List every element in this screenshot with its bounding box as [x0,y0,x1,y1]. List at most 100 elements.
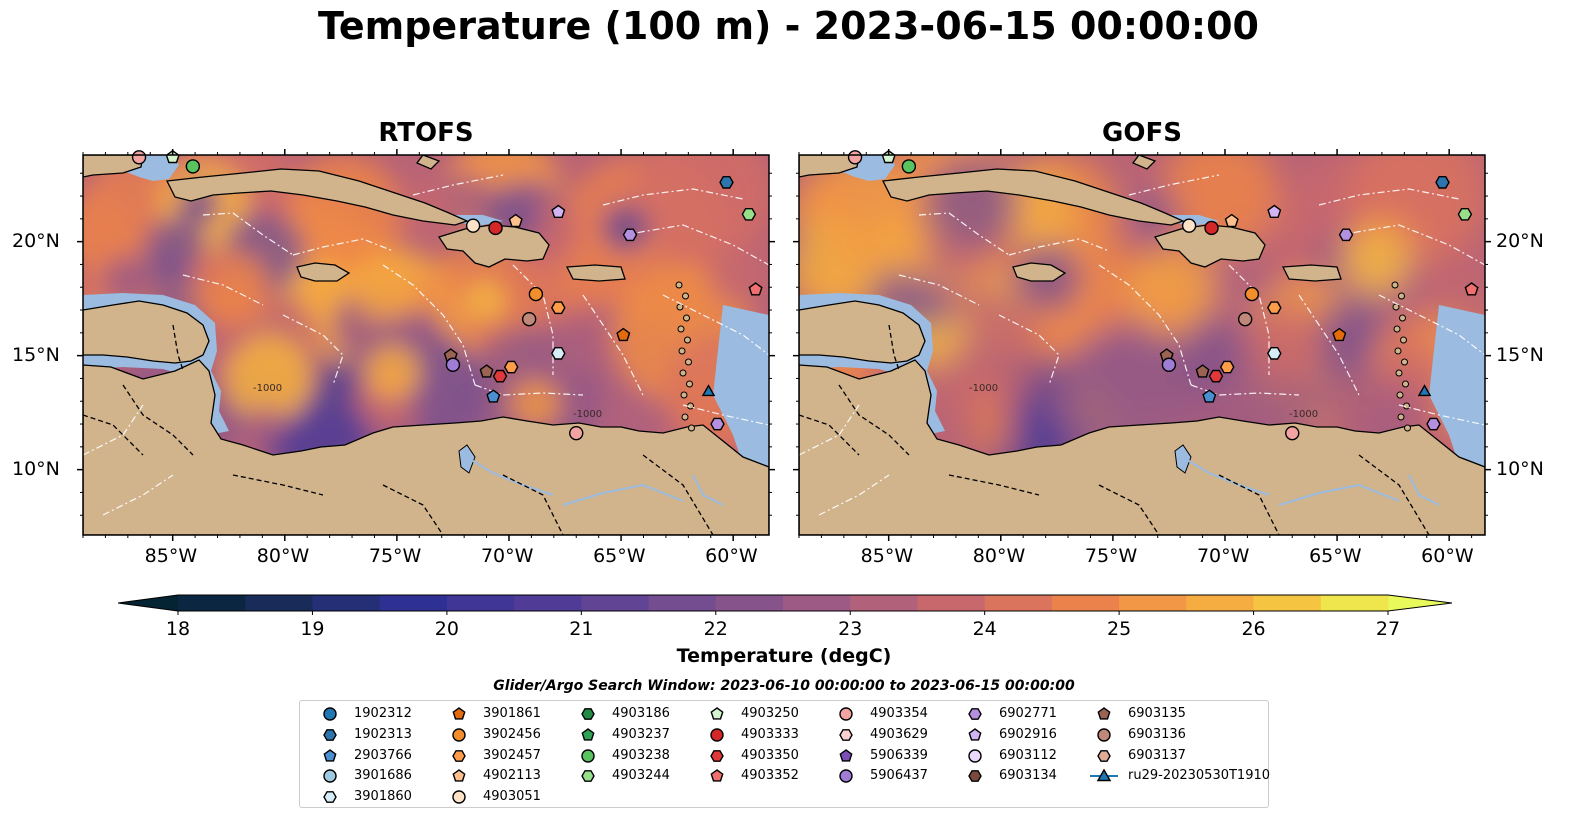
country-border [1098,484,1160,535]
river [692,474,724,506]
colorbar-segment [514,595,582,611]
eez-boundary [1128,174,1220,196]
observation-marker [1244,286,1260,302]
colorbar-segment [245,595,313,611]
observation-marker [1417,384,1432,397]
legend-label: 4903237 [612,726,670,742]
colorbar-segment [178,595,246,611]
colorbar-tick-label: 26 [1241,618,1266,640]
legend-label: 4903333 [741,726,799,742]
country-border [838,384,910,456]
island [683,314,690,322]
lake [1174,444,1192,474]
legend-label: 6902771 [999,706,1057,721]
legend-label: 2903766 [354,747,412,763]
observation-marker [1266,346,1282,360]
river [1278,483,1400,506]
colorbar-segment [1320,595,1389,611]
colorbar-tick-label: 22 [703,618,728,640]
island [1391,281,1399,289]
observation-marker [465,218,481,233]
observation-marker [521,311,537,327]
legend-label: 1902312 [354,706,412,721]
x-tick-label: 70°W [1196,545,1250,567]
panel-title-rtofs: RTOFS [378,118,474,148]
colorbar-segment [917,595,986,611]
island [1393,325,1401,333]
x-tick-label: 65°W [593,545,646,567]
colorbar-segment [581,595,650,611]
legend-label: 6903135 [1128,706,1186,721]
observation-marker [1204,220,1219,236]
map-panel-rtofs[interactable]: -1000 -1000 [77,149,775,541]
island [1394,347,1402,355]
x-tick-label: 65°W [1309,545,1362,567]
observation-marker [1435,176,1450,189]
island [1397,413,1405,421]
observation-marker [748,282,763,296]
eez-boundary [202,212,294,256]
legend-label: 3902456 [483,726,541,742]
observation-marker [1161,357,1177,372]
legend-marker [1090,768,1118,782]
colorbar-segment [446,595,515,611]
map-panel-gofs[interactable]: -1000 -1000 [793,149,1491,541]
colorbar-tick-label: 27 [1375,618,1401,640]
land-mass [799,300,926,364]
legend-marker [323,748,337,762]
map-frame [82,154,770,536]
colorbar-tick-label: 21 [569,618,594,640]
legend-marker [710,769,724,782]
observation-marker [479,364,494,378]
x-tick-label: 85°W [144,545,198,567]
island [685,358,692,366]
island [682,292,689,300]
country-border [502,474,564,535]
observation-marker [1457,208,1473,221]
colorbar-extend-low [118,595,178,611]
eez-boundary [1298,294,1360,396]
island [1396,391,1404,399]
river [1178,454,1270,496]
eez-boundary [182,274,264,306]
colorbar-tick-label: 25 [1107,618,1132,640]
land-mass [296,262,351,282]
y-tick-label-right: 15°N [1496,343,1544,366]
legend-marker [1097,728,1111,742]
legend-marker [323,728,337,741]
eez-boundary [412,174,504,196]
legend-marker [581,770,595,783]
legend-marker [452,728,466,742]
legend-marker [1097,707,1111,720]
contour-label: -1000 [253,383,282,394]
legend-label: 6903136 [1128,726,1186,742]
colorbar-tick-label: 23 [838,618,863,640]
observation-marker [1266,301,1282,315]
x-tick-label: 80°W [256,545,310,567]
land-mass [1012,262,1067,282]
land-mass [83,155,144,178]
observation-marker [1224,213,1239,228]
colorbar [118,594,1452,615]
land-mass [415,155,441,170]
legend-label: 3902457 [483,747,541,763]
legend-marker [323,707,337,721]
country-border [1358,454,1430,535]
observation-marker [616,327,631,342]
river [462,454,554,496]
eez-boundary [682,404,769,426]
eez-boundary [622,224,769,266]
x-tick-label: 80°W [972,545,1026,567]
observation-marker [508,213,523,228]
river [1408,474,1440,506]
y-tick-label-right: 20°N [1496,229,1544,252]
colorbar-segment [648,595,717,611]
y-tick-label-left: 10°N [12,457,60,480]
island [1399,314,1406,322]
country-border [83,414,144,456]
colorbar-segment [1119,595,1187,611]
observation-marker [131,150,147,165]
observation-marker [710,417,725,431]
continental-shelf [713,305,769,485]
legend-label: ru29-20230530T1910 [1128,768,1271,784]
